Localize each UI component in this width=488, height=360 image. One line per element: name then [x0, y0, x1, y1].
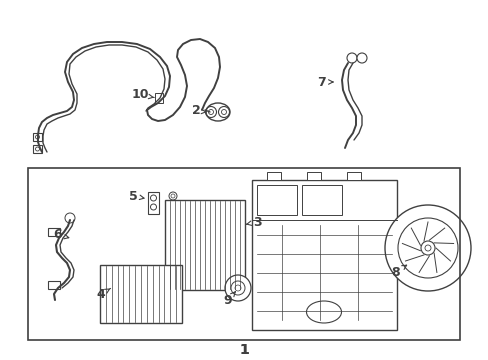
Bar [48, 228, 60, 236]
Bar [48, 281, 60, 289]
Bar [28, 168, 459, 340]
Text: 1: 1 [239, 343, 248, 357]
Text: 8: 8 [391, 265, 406, 279]
Circle shape [224, 275, 250, 301]
Circle shape [346, 53, 356, 63]
Text: 1: 1 [239, 343, 248, 357]
Bar [164, 200, 244, 290]
Circle shape [356, 53, 366, 63]
Bar [302, 185, 341, 215]
Bar [306, 172, 320, 180]
Bar [346, 172, 360, 180]
Text: 5: 5 [128, 189, 144, 202]
Bar [266, 172, 281, 180]
Text: 7: 7 [317, 76, 332, 89]
Bar [33, 145, 42, 153]
Text: 3: 3 [246, 216, 261, 229]
Ellipse shape [205, 103, 229, 121]
Text: 6: 6 [54, 229, 69, 242]
Ellipse shape [306, 301, 341, 323]
Bar [100, 265, 182, 323]
Text: 4: 4 [97, 288, 110, 301]
Bar [257, 185, 296, 215]
Bar [148, 192, 159, 214]
Bar [251, 180, 396, 330]
Text: 2: 2 [191, 104, 206, 117]
Circle shape [420, 241, 434, 255]
Circle shape [384, 205, 470, 291]
Text: 10: 10 [131, 89, 154, 102]
Bar [33, 133, 42, 141]
Text: 9: 9 [223, 292, 235, 306]
Bar [155, 93, 163, 103]
